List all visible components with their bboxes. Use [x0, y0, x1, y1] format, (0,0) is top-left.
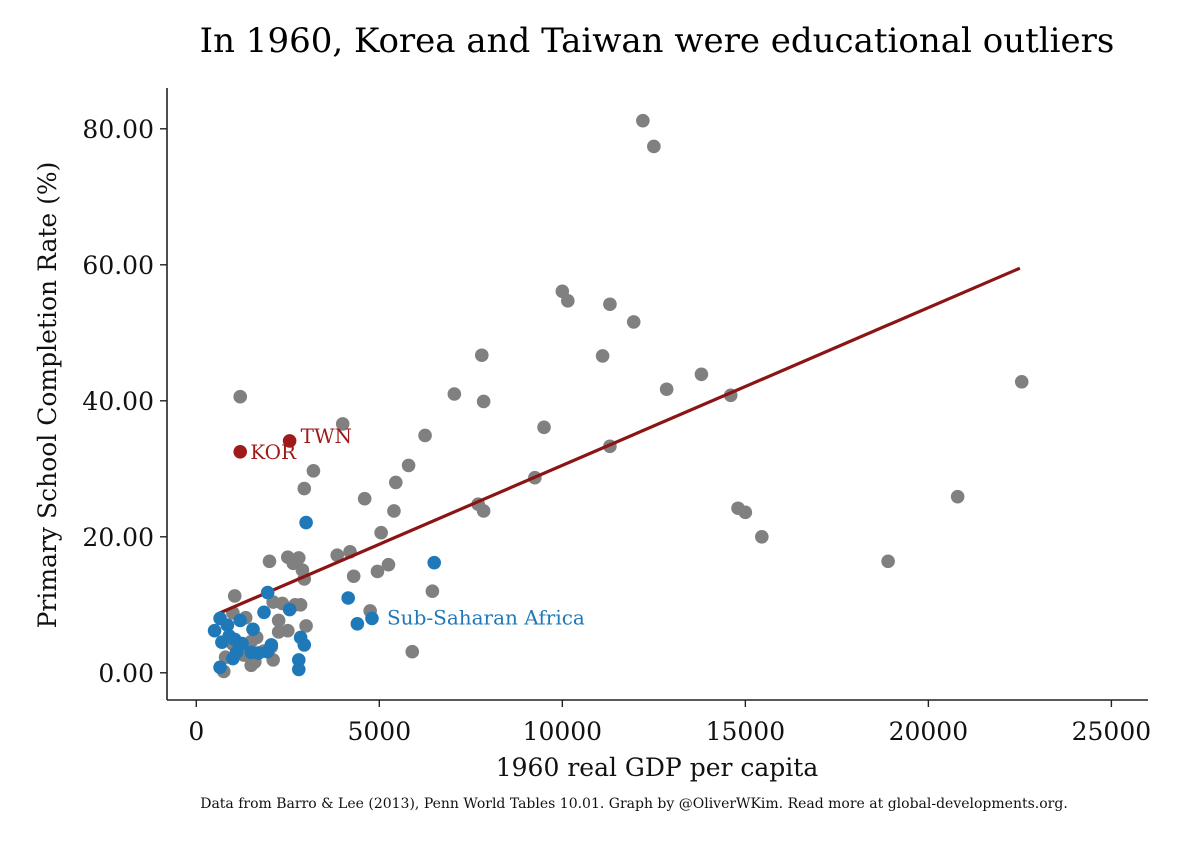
- data-point-other: [476, 394, 491, 409]
- data-point-other: [738, 505, 753, 520]
- data-point-other: [659, 382, 674, 397]
- data-point-other: [595, 349, 610, 363]
- x-tick-label: 15000: [706, 717, 786, 746]
- data-point-ssa: [293, 630, 308, 645]
- data-point-ssa: [215, 635, 229, 649]
- y-axis-title: Primary School Completion Rate (%): [33, 162, 62, 629]
- data-point-other: [647, 139, 661, 154]
- x-axis-title: 1960 real GDP per capita: [496, 753, 819, 782]
- data-point-other: [561, 294, 575, 308]
- data-point-ssa: [427, 555, 442, 570]
- data-point-other: [330, 548, 345, 562]
- data-point-ssa: [257, 605, 271, 620]
- data-point-other: [881, 554, 895, 569]
- data-point-other: [476, 504, 491, 518]
- y-tick-label: 20.00: [82, 523, 154, 552]
- data-point-other: [694, 367, 709, 382]
- data-point-other: [388, 475, 403, 490]
- data-point-other: [227, 589, 242, 603]
- data-point-other: [603, 297, 617, 312]
- x-tick-label: 5000: [347, 717, 411, 746]
- data-points: [207, 113, 1029, 679]
- data-point-other: [425, 584, 440, 598]
- data-point-ssa: [299, 515, 313, 530]
- data-point-ssa: [282, 602, 297, 617]
- data-point-ssa: [365, 611, 379, 626]
- x-tick-label: 10000: [523, 717, 603, 746]
- data-point-other: [1014, 374, 1029, 389]
- y-tick-label: 60.00: [82, 251, 154, 280]
- data-point-ssa: [226, 651, 240, 666]
- y-tick-label: 0.00: [98, 659, 154, 688]
- point-label-kor: KOR: [250, 440, 297, 464]
- data-point-other: [447, 387, 462, 401]
- data-point-other: [306, 464, 321, 478]
- data-point-other: [418, 428, 432, 443]
- data-point-other: [335, 417, 350, 431]
- x-axis-ticks: 0 5000 10000 15000 20000 25000: [188, 700, 1151, 746]
- data-point-ssa: [260, 585, 275, 600]
- data-point-ssa: [260, 644, 275, 659]
- data-point-other: [950, 489, 965, 504]
- data-point-ssa: [291, 662, 306, 677]
- data-point-other: [626, 315, 641, 329]
- data-point-ssa: [341, 591, 355, 605]
- data-point-other: [346, 569, 361, 584]
- data-point-ssa: [246, 622, 260, 637]
- data-point-other: [537, 420, 551, 435]
- data-point-ssa: [207, 623, 222, 638]
- data-point-other: [271, 625, 286, 639]
- x-tick-label: 25000: [1072, 717, 1152, 746]
- y-axis-ticks: 0.00 20.00 40.00 60.00 80.00: [82, 115, 167, 688]
- data-point-other: [401, 458, 416, 473]
- fit-line: [217, 266, 1021, 616]
- data-point-other: [271, 613, 286, 628]
- x-tick-label: 0: [188, 717, 204, 746]
- data-point-other: [297, 481, 312, 496]
- data-point-highlight: [282, 434, 297, 448]
- y-tick-label: 80.00: [82, 115, 154, 144]
- data-point-ssa: [350, 617, 365, 631]
- data-point-other: [233, 389, 248, 404]
- chart-title: In 1960, Korea and Taiwan were education…: [200, 21, 1115, 61]
- data-point-ssa: [213, 660, 227, 675]
- data-point-other: [474, 348, 489, 363]
- data-point-highlight: [233, 445, 248, 459]
- data-point-other: [636, 113, 650, 128]
- data-point-other: [262, 554, 277, 569]
- data-point-other: [755, 530, 769, 544]
- data-point-ssa: [220, 618, 235, 632]
- data-point-ssa: [291, 653, 306, 667]
- point-label-twn: TWN: [301, 424, 352, 448]
- data-point-other: [405, 644, 420, 659]
- data-point-other: [293, 598, 308, 612]
- y-tick-label: 40.00: [82, 387, 154, 416]
- data-point-other: [299, 619, 313, 633]
- data-point-other: [387, 504, 401, 518]
- data-point-other: [357, 491, 372, 506]
- series-label-ssa: Sub-Saharan Africa: [387, 605, 585, 629]
- data-point-other: [370, 564, 385, 579]
- source-note: Data from Barro & Lee (2013), Penn World…: [200, 796, 1068, 812]
- data-point-other: [374, 525, 388, 540]
- x-tick-label: 20000: [889, 717, 969, 746]
- data-point-ssa: [233, 613, 248, 628]
- data-point-other: [381, 557, 396, 572]
